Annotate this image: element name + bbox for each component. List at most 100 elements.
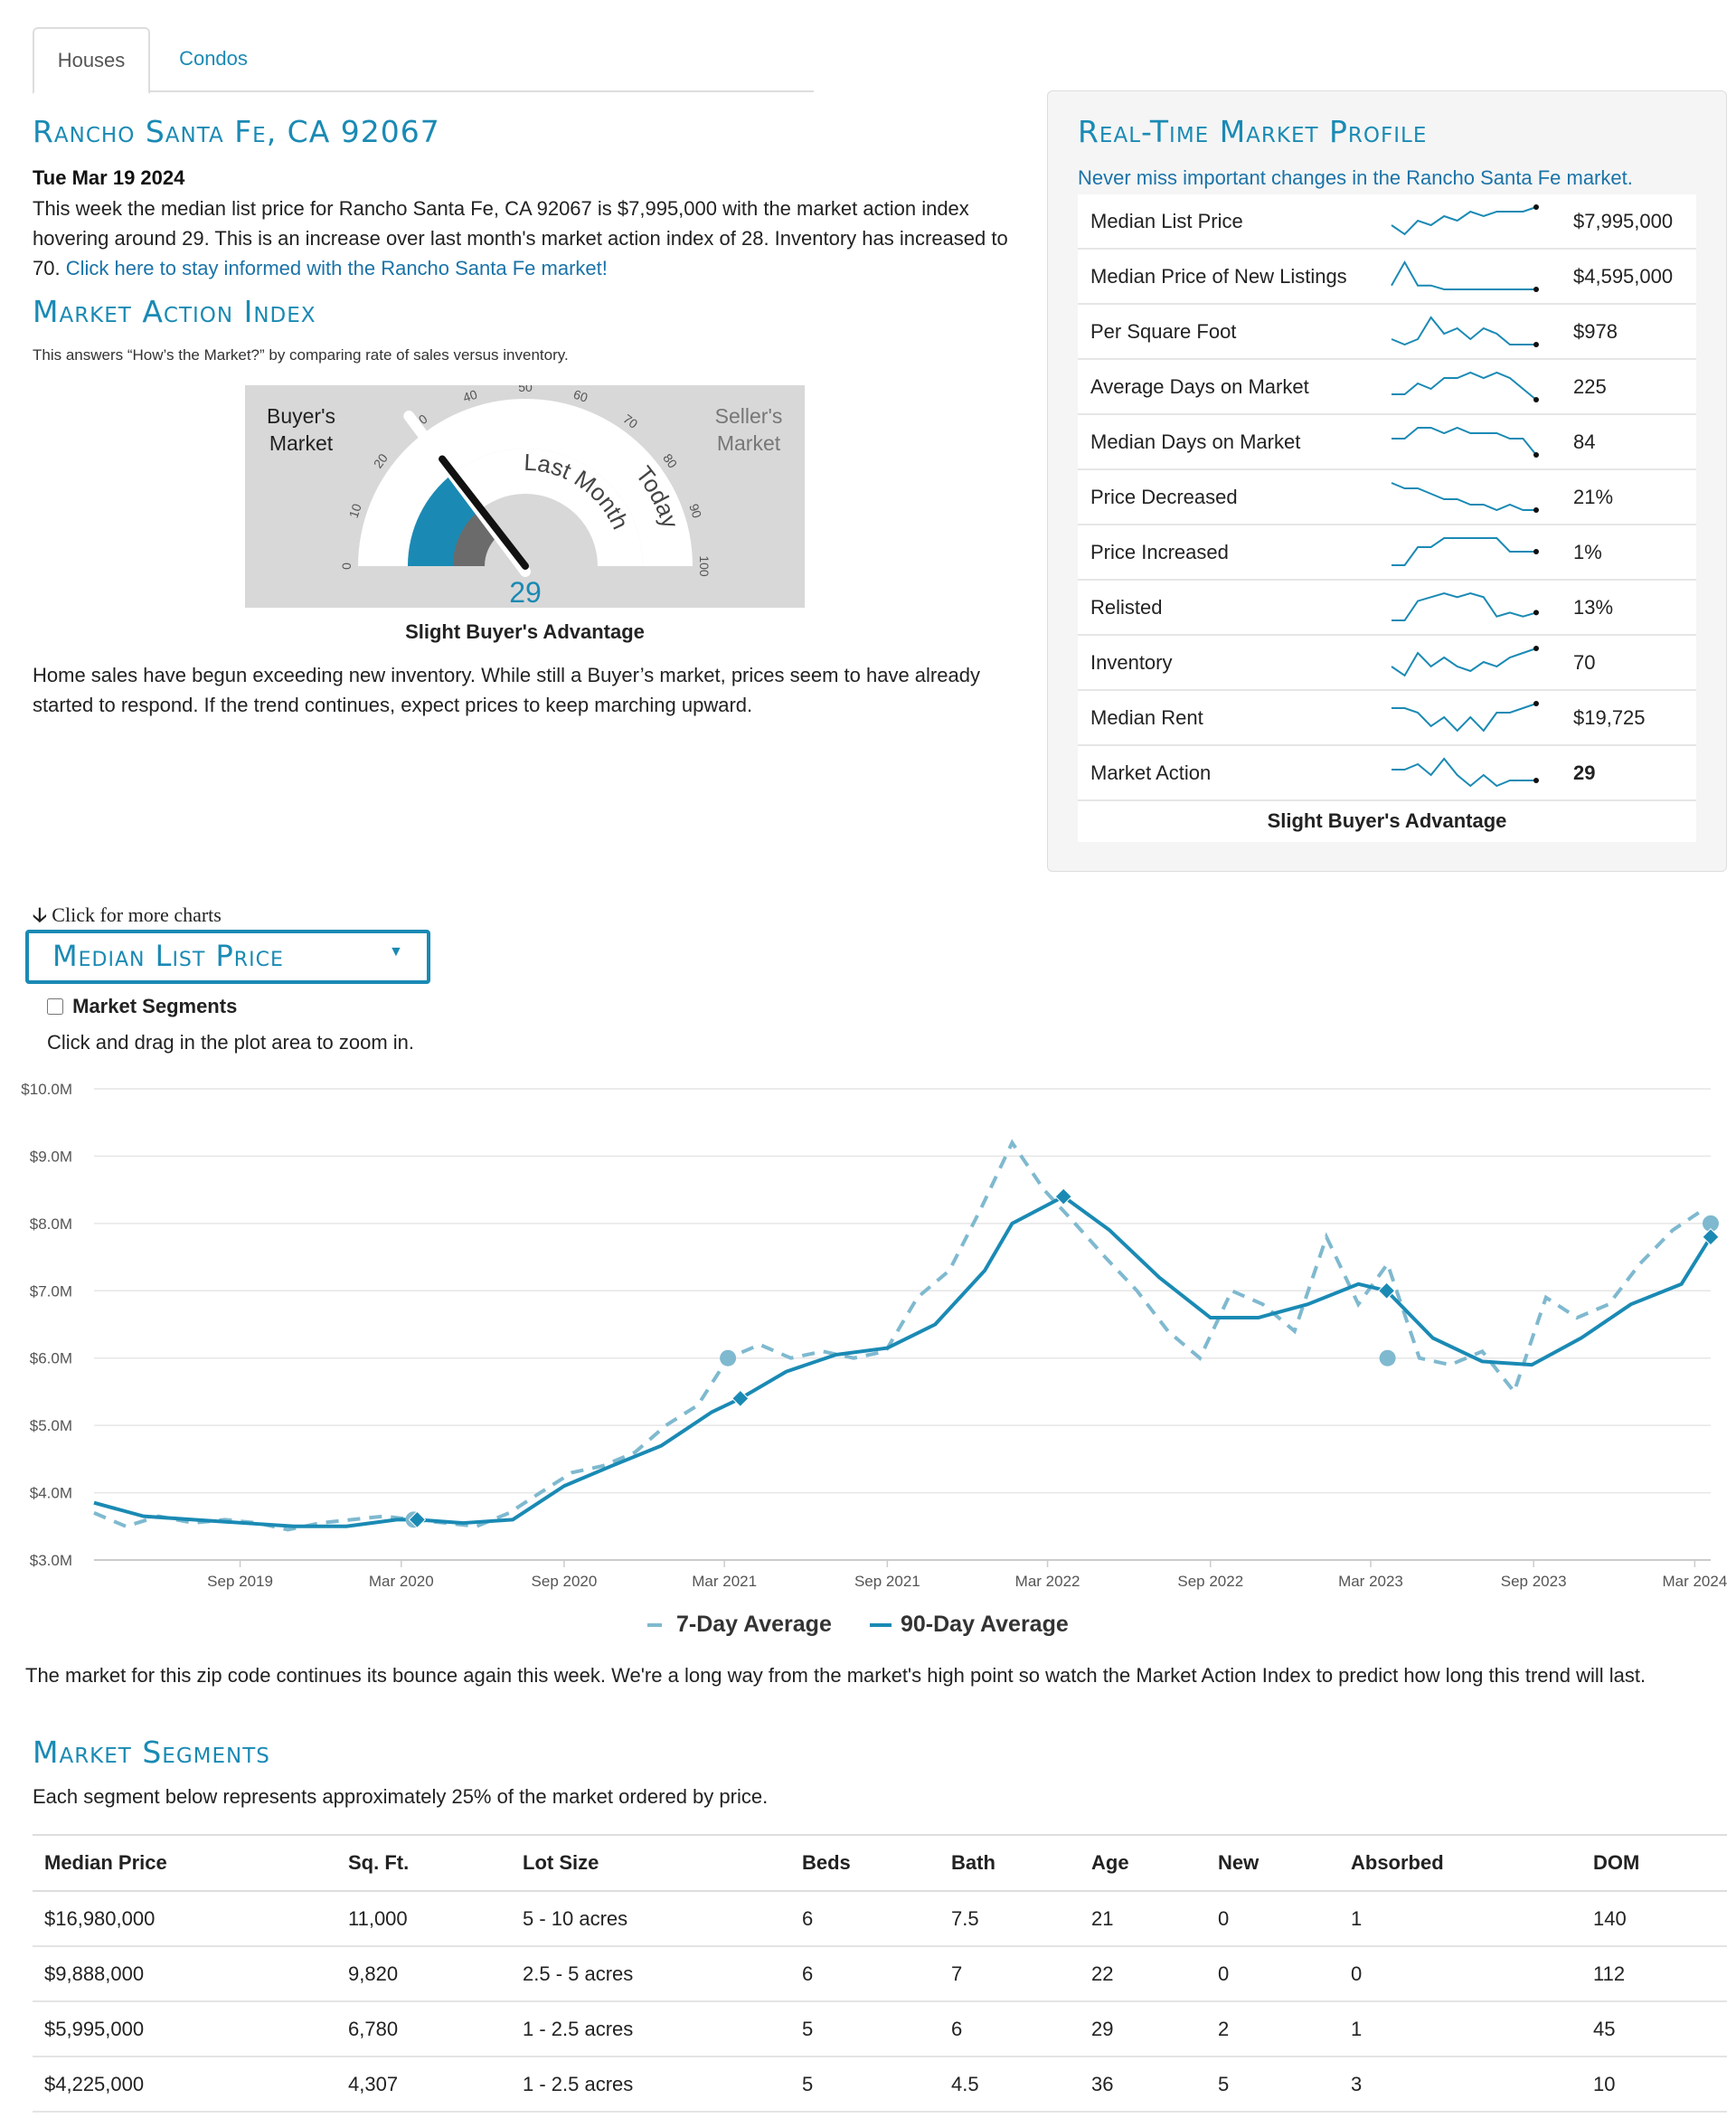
table-cell: 112 <box>1581 1946 1727 2002</box>
table-cell: 6,780 <box>336 2001 511 2057</box>
x-tick-label: Mar 2021 <box>692 1573 757 1590</box>
profile-row: Median List Price $7,995,000 <box>1078 194 1696 250</box>
table-cell: 11,000 <box>336 1891 511 1947</box>
sparkline-end-dot <box>1533 452 1539 458</box>
sparkline-end-dot <box>1533 204 1539 210</box>
table-cell: 0 <box>1206 1946 1339 2002</box>
market-segments-checkbox[interactable] <box>47 998 63 1015</box>
column-header[interactable]: Sq. Ft. <box>336 1834 511 1892</box>
sparkline-line <box>1392 591 1537 621</box>
profile-subtitle-link[interactable]: Never miss important changes in the Ranc… <box>1078 166 1633 189</box>
profile-row-label: Median List Price <box>1090 210 1243 232</box>
sparkline-line <box>1392 757 1536 788</box>
gauge-tick-label: 0 <box>339 563 354 570</box>
legend-90-day[interactable]: 90-Day Average <box>870 1612 1069 1638</box>
profile-row: Median Price of New Listings $4,595,000 <box>1078 250 1696 305</box>
profile-row-value: 84 <box>1573 430 1596 453</box>
sparkline-line <box>1391 260 1536 290</box>
x-tick-label: Mar 2020 <box>369 1573 434 1590</box>
series-7-day-marker[interactable] <box>1703 1215 1719 1232</box>
y-tick-label: $5.0M <box>30 1417 72 1434</box>
profile-footer: Slight Buyer's Advantage <box>1267 809 1507 832</box>
profile-row: Relisted 13% <box>1078 581 1696 636</box>
profile-row-value: 29 <box>1573 761 1596 784</box>
column-header[interactable]: Age <box>1080 1834 1206 1892</box>
column-header[interactable]: Bath <box>939 1834 1080 1892</box>
x-tick-label: Mar 2022 <box>1015 1573 1080 1590</box>
sparkline-line <box>1391 648 1537 677</box>
sparkline-line <box>1391 482 1536 512</box>
profile-row-value: 70 <box>1573 651 1596 674</box>
table-cell: 7.5 <box>939 1891 1080 1947</box>
sparkline-end-dot <box>1533 778 1539 783</box>
gauge-sellers-label-2: Market <box>717 431 781 455</box>
mai-title: Market Action Index <box>33 294 316 329</box>
median-list-price-chart[interactable]: $3.0M $4.0M $5.0M $6.0M $7.0M $8.0M $9.0M $10.0… <box>0 1067 1736 1592</box>
column-header[interactable]: Beds <box>790 1834 939 1892</box>
chart-type-dropdown[interactable]: Median List Price ▼ <box>25 930 430 984</box>
mai-description: Home sales have begun exceeding new inve… <box>33 664 980 716</box>
sparkline-end-dot <box>1533 397 1539 402</box>
series-7-day-marker[interactable] <box>1379 1349 1396 1366</box>
profile-row-value: $978 <box>1573 320 1618 343</box>
y-tick-label: $4.0M <box>30 1485 72 1502</box>
table-cell: 21 <box>1080 1891 1206 1947</box>
table-cell: 10 <box>1581 2057 1727 2113</box>
more-charts-hint[interactable]: 🡣 Click for more charts <box>33 900 222 934</box>
table-row: $5,995,000 6,780 1 - 2.5 acres 5 6 29 2 1 45 <box>33 2001 1727 2057</box>
sparkline <box>1391 646 1539 677</box>
series-90-day-marker[interactable] <box>1702 1228 1720 1246</box>
sparkline-end-dot <box>1533 549 1539 554</box>
series-7-day-line <box>93 1139 1704 1532</box>
tab-condos[interactable]: Condos <box>179 47 248 70</box>
legend-7-day-swatch <box>647 1623 662 1628</box>
table-cell: 6 <box>790 1891 939 1947</box>
column-header[interactable]: Absorbed <box>1339 1834 1581 1892</box>
table-cell: 5 <box>1206 2057 1339 2113</box>
table-cell: 6 <box>790 1946 939 2002</box>
series-90-day-marker[interactable] <box>1377 1281 1396 1300</box>
summary-paragraph: This week the median list price for Ranc… <box>33 194 1009 283</box>
sparkline-end-dot <box>1533 646 1539 651</box>
stay-informed-link[interactable]: Click here to stay informed with the Ran… <box>65 257 608 279</box>
series-7-day-marker[interactable] <box>720 1349 737 1366</box>
table-cell: 1 - 2.5 acres <box>511 2057 790 2113</box>
sparkline-line <box>1391 316 1536 346</box>
sparkline-line <box>1392 537 1536 566</box>
legend-7-day[interactable]: 7-Day Average <box>647 1612 832 1638</box>
more-charts-label: Click for more charts <box>52 903 222 926</box>
table-cell: 2.5 - 5 acres <box>511 1946 790 2002</box>
column-header[interactable]: Median Price <box>33 1834 336 1892</box>
profile-title: Real-Time Market Profile <box>1078 114 1428 149</box>
sparkline <box>1391 316 1539 347</box>
profile-row-value: $4,595,000 <box>1573 265 1674 288</box>
series-90-day-marker[interactable] <box>408 1510 427 1529</box>
series-90-day-marker[interactable] <box>1054 1187 1072 1206</box>
profile-row: Per Square Foot $978 <box>1078 305 1696 360</box>
sparkline-end-dot <box>1533 287 1539 292</box>
series-90-day-marker[interactable] <box>731 1389 750 1408</box>
tab-houses[interactable]: Houses <box>33 27 150 94</box>
table-cell: $5,995,000 <box>33 2001 336 2057</box>
x-tick-label: Mar 2024 <box>1662 1573 1727 1590</box>
profile-row-label: Median Days on Market <box>1090 430 1301 453</box>
column-header[interactable]: Lot Size <box>511 1834 790 1892</box>
profile-row-value: $19,725 <box>1573 706 1646 729</box>
gauge-tick-label: 70 <box>620 411 640 431</box>
table-cell: 4.5 <box>939 2057 1080 2113</box>
table-row: $9,888,000 9,820 2.5 - 5 acres 6 7 22 0 0 112 <box>33 1946 1727 2002</box>
y-tick-label: $3.0M <box>30 1552 72 1569</box>
table-cell: $4,225,000 <box>33 2057 336 2113</box>
y-tick-label: $9.0M <box>30 1148 72 1165</box>
series-90-day-line <box>93 1195 1712 1528</box>
table-cell: $16,980,000 <box>33 1891 336 1947</box>
gauge-value: 29 <box>509 576 542 608</box>
sparkline-line <box>1392 703 1537 733</box>
chart-type-label: Median List Price <box>52 939 284 973</box>
sparkline-end-dot <box>1533 610 1539 616</box>
table-cell: 1 <box>1339 1891 1581 1947</box>
zoom-hint: Click and drag in the plot area to zoom … <box>47 1031 415 1054</box>
column-header[interactable]: New <box>1206 1834 1339 1892</box>
column-header[interactable]: DOM <box>1581 1834 1727 1892</box>
profile-row-value: 1% <box>1573 541 1602 563</box>
